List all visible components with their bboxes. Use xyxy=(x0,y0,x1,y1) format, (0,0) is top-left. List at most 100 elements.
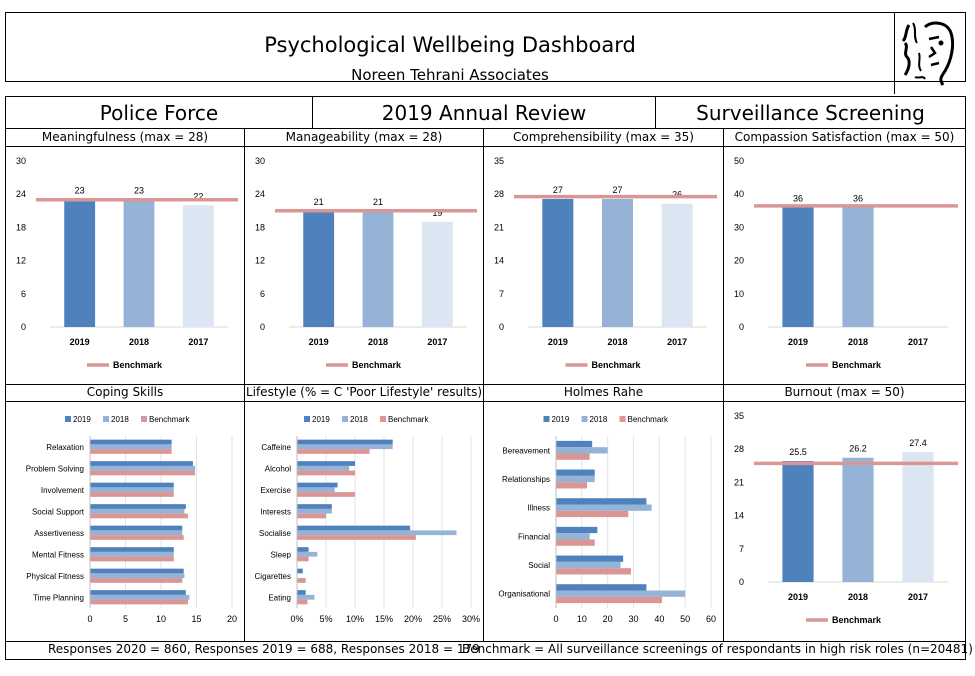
bar-2019 xyxy=(542,198,574,327)
y-tick-label: 0 xyxy=(739,322,744,332)
bar-Organisational-Benchmark xyxy=(556,596,662,604)
y-tick-label: 30 xyxy=(734,222,744,232)
category-label: Eating xyxy=(268,593,291,602)
y-tick-label: 0 xyxy=(260,322,265,332)
chart-title: Holmes Rahe xyxy=(563,385,644,399)
y-tick-label: 18 xyxy=(255,222,265,232)
legend-label: 2019 xyxy=(552,415,570,424)
bar-Bereavement-2018 xyxy=(556,447,608,454)
y-tick-label: 12 xyxy=(255,256,265,266)
bar-Relaxation-2019 xyxy=(90,439,172,445)
x-tick-label: 15% xyxy=(375,614,393,624)
category-label: Caffeine xyxy=(261,443,291,452)
category-label: Assertiveness xyxy=(34,529,84,538)
data-label: 27.4 xyxy=(909,438,927,448)
meaningfulness-chart: 0 6 12 18 24 30 23 2019 23 2018 22 2017 Benchmark xyxy=(16,156,238,370)
chart-title: Lifestyle (% = C 'Poor Lifestyle' result… xyxy=(245,385,483,399)
bar-Social-Benchmark xyxy=(556,568,631,575)
bar-Assertiveness-2019 xyxy=(90,525,183,531)
category-label: Social xyxy=(528,561,550,570)
category-label: Problem Solving xyxy=(26,464,84,473)
header-panel: Psychological Wellbeing Dashboard Noreen… xyxy=(5,12,966,94)
company-logo xyxy=(894,13,972,94)
cell-manageability: Manageability (max = 28) 0 6 12 18 24 30 21 201… xyxy=(245,128,484,384)
y-tick-label: 0 xyxy=(739,577,744,587)
data-label: 27 xyxy=(553,185,563,195)
cell-burnout: Burnout (max = 50) 0 7 14 21 28 35 25.5 2019 26.… xyxy=(724,384,965,642)
data-label: 25.5 xyxy=(789,447,807,457)
x-tick-label: 40 xyxy=(654,614,664,624)
data-label: 19 xyxy=(432,208,442,218)
bar-2019 xyxy=(782,461,814,582)
data-label: 21 xyxy=(373,197,383,207)
compassion-chart: 0 10 20 30 40 50 36 2019 36 2018 2017 Benchmark xyxy=(734,156,958,370)
bar-Bereavement-Benchmark xyxy=(556,453,590,460)
banner-period: 2019 Annual Review xyxy=(313,97,656,128)
cell-coping: Coping Skills 0 5 10 15 20 2019 2018 Benchmark R… xyxy=(6,384,245,642)
lifestyle-chart: 0% 5% 10% 15% 20% 25% 30% 2019 2018 Benchmark Caff… xyxy=(255,415,480,624)
coping-chart: 0 5 10 15 20 2019 2018 Benchmark Relaxation Probl… xyxy=(26,415,237,624)
legend-benchmark-label: Benchmark xyxy=(592,360,642,370)
legend-swatch xyxy=(619,416,626,422)
bar-Mental Fitness-Benchmark xyxy=(90,556,174,562)
burnout-chart: 0 7 14 21 28 35 25.5 2019 26.2 2018 27.4 2017 Benchm… xyxy=(734,411,958,625)
category-label: Financial xyxy=(518,532,550,541)
cell-compassion: Compassion Satisfaction (max = 50) 0 10 20… xyxy=(724,128,965,384)
cell-comprehensibility: Comprehensibility (max = 35) 0 7 14 21 28 35 2… xyxy=(484,128,724,384)
data-label: 23 xyxy=(134,186,144,196)
legend-swatch xyxy=(342,416,348,422)
bar-Alcohol-2018 xyxy=(297,465,350,471)
category-label: Time Planning xyxy=(33,593,84,602)
category-label: Sleep xyxy=(271,550,292,559)
bar-2019 xyxy=(782,207,814,327)
legend-swatch xyxy=(103,416,109,422)
legend-swatch xyxy=(581,416,588,422)
bar-Assertiveness-2018 xyxy=(90,530,183,536)
bar-Caffeine-2018 xyxy=(297,444,393,450)
bar-Exercise-2019 xyxy=(297,482,338,488)
bar-Socialise-2019 xyxy=(297,525,411,531)
category-label: Exercise xyxy=(260,486,291,495)
legend-label: 2018 xyxy=(590,415,608,424)
bar-2018 xyxy=(842,457,874,582)
faces-logo-icon xyxy=(901,21,955,86)
bar-Social-2018 xyxy=(556,561,621,569)
legend-benchmark-label: Benchmark xyxy=(832,615,882,625)
bar-Relationships-2018 xyxy=(556,475,595,483)
category-label: Relaxation xyxy=(46,443,84,452)
bar-Eating-2019 xyxy=(297,590,306,595)
chart-title: Manageability (max = 28) xyxy=(285,130,443,144)
bar-Eating-Benchmark xyxy=(297,599,308,605)
y-tick-label: 21 xyxy=(734,477,744,487)
bar-Sleep-2019 xyxy=(297,547,309,552)
x-tick-label: 2018 xyxy=(368,337,388,347)
x-tick-label: 20 xyxy=(603,614,613,624)
bar-2017 xyxy=(182,205,214,327)
bar-Physical Fitness-2019 xyxy=(90,568,184,574)
x-tick-label: 10% xyxy=(346,614,364,624)
x-tick-label: 20% xyxy=(404,614,422,624)
bar-Financial-Benchmark xyxy=(556,539,595,546)
bar-Socialise-Benchmark xyxy=(297,535,416,540)
bar-Caffeine-2019 xyxy=(297,439,393,445)
legend-swatch xyxy=(65,416,71,422)
dashboard-subtitle: Noreen Tehrani Associates xyxy=(351,66,549,84)
bar-Caffeine-Benchmark xyxy=(297,449,370,454)
y-tick-label: 0 xyxy=(499,322,504,332)
bar-Social-2019 xyxy=(556,555,624,562)
bar-Cigarettes-Benchmark xyxy=(297,578,306,583)
bar-Illness-2019 xyxy=(556,498,647,505)
bar-Assertiveness-Benchmark xyxy=(90,535,184,540)
bar-Interests-Benchmark xyxy=(297,513,326,519)
bar-Alcohol-2019 xyxy=(297,461,355,466)
x-tick-label: 2018 xyxy=(848,592,868,602)
comprehensibility-chart: 0 7 14 21 28 35 27 2019 27 2018 26 2017 Benchmark xyxy=(494,156,717,370)
bar-Exercise-2018 xyxy=(297,487,335,493)
category-label: Alcohol xyxy=(265,464,291,473)
data-label: 26.2 xyxy=(849,444,867,454)
bar-Time Planning-2018 xyxy=(90,594,190,600)
legend-swatch xyxy=(141,416,147,422)
y-tick-label: 21 xyxy=(494,222,504,232)
bar-2018 xyxy=(362,210,394,327)
bar-Illness-Benchmark xyxy=(556,510,629,518)
